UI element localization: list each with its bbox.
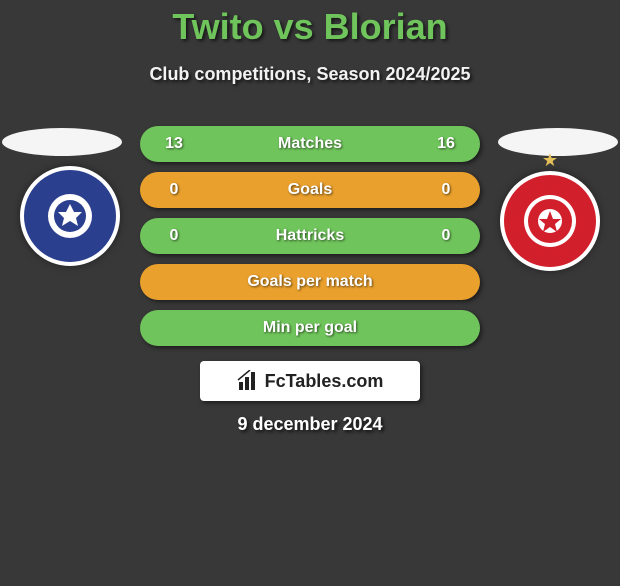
brand-box[interactable]: FcTables.com xyxy=(200,361,420,401)
stat-row: Goals per match xyxy=(140,264,480,300)
bar-chart-icon xyxy=(237,370,259,392)
stat-row: 0Goals0 xyxy=(140,172,480,208)
left-club-badge xyxy=(20,166,120,266)
stat-left-value: 13 xyxy=(156,135,192,153)
subtitle: Club competitions, Season 2024/2025 xyxy=(0,64,620,85)
stat-left-value: 0 xyxy=(156,227,192,245)
stat-label: Hattricks xyxy=(192,227,428,245)
right-club-logo xyxy=(500,171,600,271)
ellipse-left xyxy=(2,128,122,156)
date-label: 9 december 2024 xyxy=(0,414,620,435)
stat-right-value: 0 xyxy=(428,227,464,245)
stat-label: Goals per match xyxy=(192,273,428,291)
club-emblem-right-icon xyxy=(515,186,585,256)
stat-label: Min per goal xyxy=(192,319,428,337)
stat-label: Goals xyxy=(192,181,428,199)
stat-row: 13Matches16 xyxy=(140,126,480,162)
stat-row: 0Hattricks0 xyxy=(140,218,480,254)
stat-right-value: 16 xyxy=(428,135,464,153)
right-club-badge: ★ xyxy=(500,166,600,271)
page-title: Twito vs Blorian xyxy=(0,6,620,48)
club-emblem-left-icon xyxy=(40,186,100,246)
star-icon: ★ xyxy=(500,150,600,171)
stat-row: Min per goal xyxy=(140,310,480,346)
stat-label: Matches xyxy=(192,135,428,153)
stat-rows-container: 13Matches160Goals00Hattricks0Goals per m… xyxy=(140,126,480,356)
stat-left-value: 0 xyxy=(156,181,192,199)
brand-text: FcTables.com xyxy=(265,371,384,392)
stat-right-value: 0 xyxy=(428,181,464,199)
left-club-logo xyxy=(20,166,120,266)
